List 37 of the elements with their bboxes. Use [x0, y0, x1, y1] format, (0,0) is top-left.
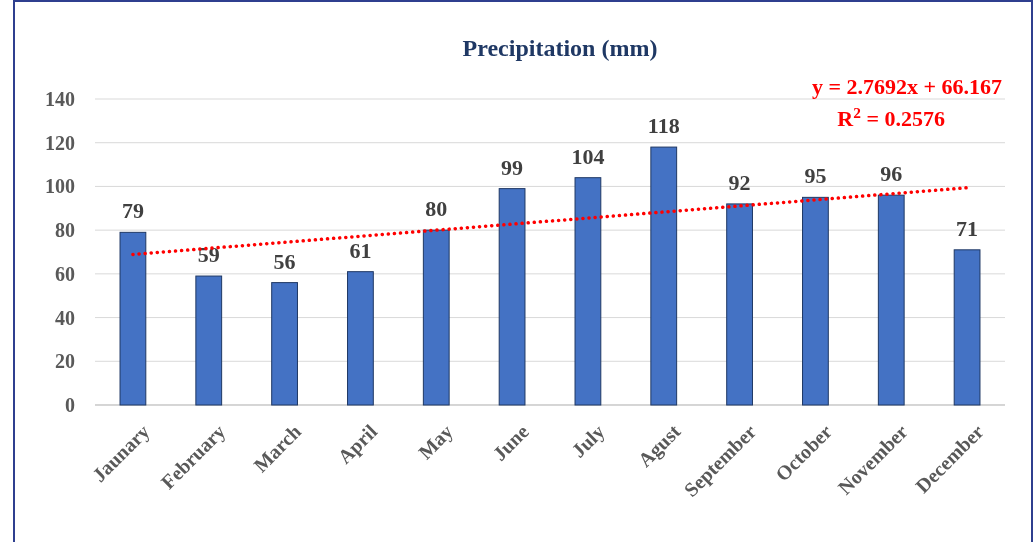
data-label: 79 [121, 198, 144, 224]
bar [953, 249, 981, 406]
data-label: 61 [349, 237, 372, 263]
data-label: 92 [728, 169, 751, 195]
bar [195, 275, 223, 406]
data-label: 95 [804, 163, 827, 189]
data-label: 96 [880, 161, 903, 187]
y-tick-label: 120 [45, 131, 75, 154]
bar [119, 231, 147, 406]
bar [726, 203, 753, 406]
bar [347, 271, 374, 406]
y-tick-label: 20 [55, 350, 75, 373]
bar [498, 188, 526, 406]
x-tick-label: May [413, 420, 458, 464]
y-tick-label: 100 [45, 175, 75, 198]
bar [271, 282, 298, 406]
y-tick-label: 0 [65, 394, 75, 416]
y-tick-label: 40 [55, 306, 75, 329]
y-tick-label: 140 [45, 88, 75, 110]
data-label: 104 [571, 143, 605, 169]
bar [422, 229, 450, 406]
y-tick-label: 60 [55, 262, 75, 285]
bar [802, 196, 829, 406]
bar [574, 177, 602, 406]
annotation: y = 2.7692x + 66.167 [811, 74, 1002, 99]
data-label: 71 [956, 215, 979, 241]
data-label: 118 [647, 113, 680, 139]
data-label: 99 [501, 154, 524, 180]
y-tick-label: 80 [55, 219, 75, 242]
data-label: 56 [273, 248, 296, 274]
x-tick-label: July [567, 420, 610, 463]
bar [650, 146, 678, 406]
data-label: 80 [425, 196, 448, 222]
annotation: R$^{2}$ = 0.2576 [837, 103, 945, 131]
chart-title: Precipitation (mm) [462, 35, 658, 61]
bar [877, 194, 905, 406]
x-tick-label: June [488, 420, 533, 465]
